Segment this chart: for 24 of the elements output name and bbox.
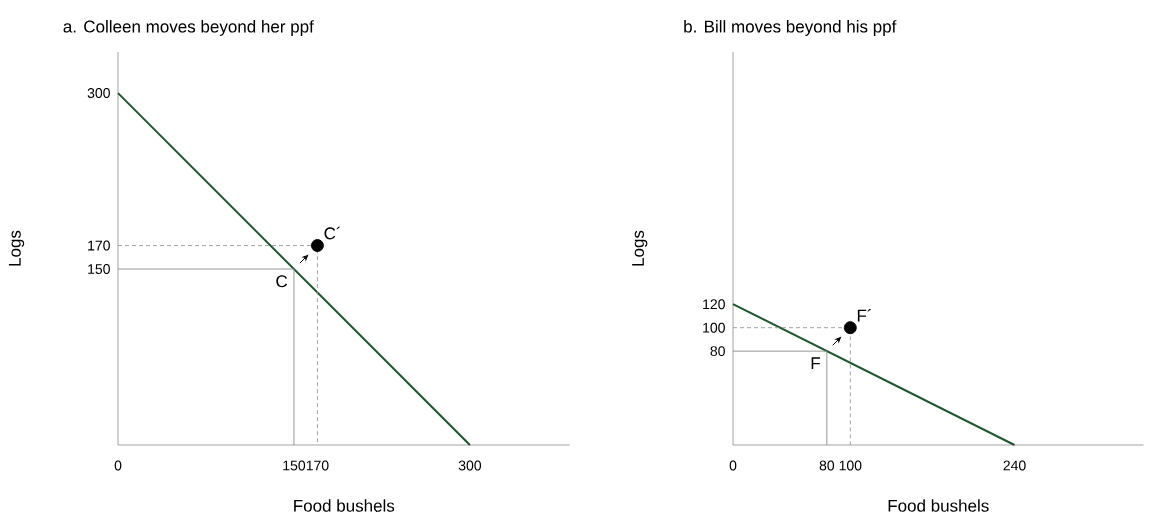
x-tick-label: 150 xyxy=(283,460,306,471)
y-tick-label: 100 xyxy=(703,322,725,333)
x-tick-label: 240 xyxy=(1003,460,1026,471)
x-tick-label: 170 xyxy=(306,460,329,471)
annotation: C´ xyxy=(324,226,341,240)
y-tick-label: 170 xyxy=(88,240,110,251)
y-tick-label: 300 xyxy=(87,88,110,99)
x-tick-label: 300 xyxy=(458,460,482,471)
y-axis-title: Logs xyxy=(8,230,25,266)
x-tick-label: 0 xyxy=(729,460,737,471)
chart-title: a. Colleen moves beyond her ppf xyxy=(63,20,314,36)
chart-title: b. Bill moves beyond his ppf xyxy=(684,20,897,36)
x-axis-title: Food bushels xyxy=(294,499,395,512)
y-axis-title: Logs xyxy=(632,230,648,266)
x-tick-label: 80 xyxy=(819,460,835,471)
y-tick-label: 80 xyxy=(710,346,725,357)
x-tick-label: 0 xyxy=(114,460,122,471)
annotation: F xyxy=(811,357,820,370)
x-axis-title: Food bushels xyxy=(888,499,989,512)
x-tick-label: 100 xyxy=(839,460,862,471)
y-tick-label: 120 xyxy=(703,299,725,310)
annotation: F´ xyxy=(857,308,872,322)
y-tick-label: 150 xyxy=(88,264,110,274)
annotation: C xyxy=(276,275,288,288)
